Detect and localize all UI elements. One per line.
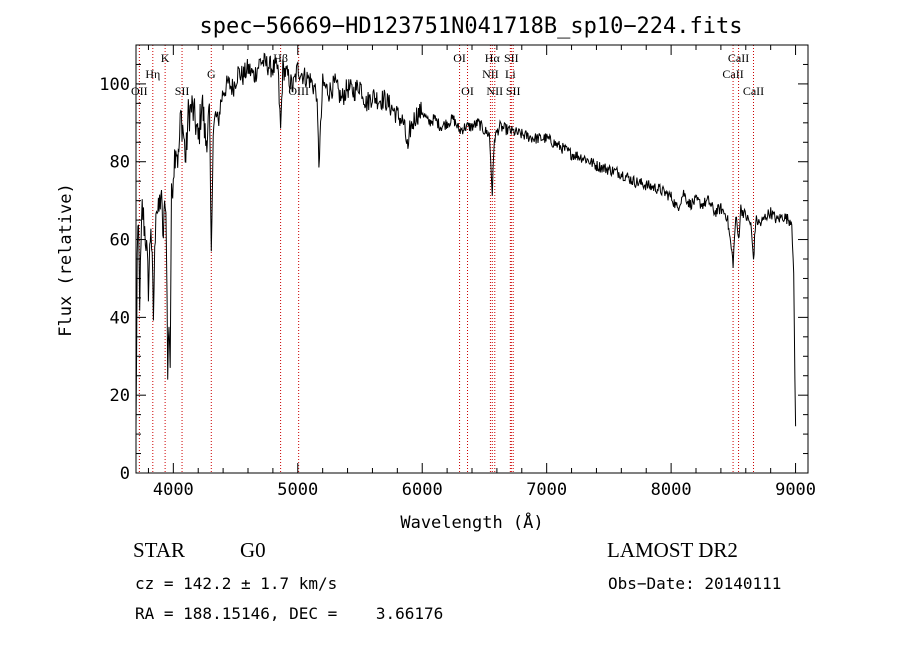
- line-marker-labels: OIIHηKSIIGHβOIIIOIOIHαNIINIISIILiSIICaII…: [131, 51, 764, 98]
- line-marker-label: NII: [486, 84, 503, 98]
- line-marker-label: Li: [505, 67, 516, 81]
- observation-date: Obs−Date: 20140111: [608, 574, 782, 593]
- line-markers: [138, 45, 754, 473]
- line-marker-label: Hη: [145, 67, 160, 81]
- line-marker-label: NII: [482, 67, 499, 81]
- line-marker-label: Hα: [485, 51, 501, 65]
- y-tick-label: 80: [110, 153, 130, 173]
- x-tick-label: 5000: [277, 480, 318, 500]
- line-marker-label: CaII: [743, 84, 764, 98]
- line-marker-label: K: [161, 51, 170, 65]
- line-marker-label: OI: [461, 84, 474, 98]
- y-tick-label: 20: [110, 386, 130, 406]
- object-class: STAR: [133, 538, 185, 562]
- survey-name: LAMOST DR2: [607, 538, 738, 562]
- y-tick-label: 60: [110, 231, 130, 251]
- line-marker-label: G: [207, 67, 216, 81]
- line-marker-label: OI: [453, 51, 466, 65]
- y-axis-label: Flux (relative): [56, 183, 76, 337]
- redshift-cz: cz = 142.2 ± 1.7 km/s: [135, 574, 338, 593]
- x-tick-label: 7000: [526, 480, 567, 500]
- x-axis-label: Wavelength (Å): [400, 511, 543, 533]
- line-marker-label: SII: [506, 84, 521, 98]
- line-marker-label: OII: [131, 84, 148, 98]
- ra-dec: RA = 188.15146, DEC = 3.66176: [135, 604, 444, 623]
- spectrum-line: [135, 52, 797, 429]
- line-marker-label: SII: [504, 51, 519, 65]
- y-tick-label: 40: [110, 308, 130, 328]
- plot-frame: [135, 44, 809, 474]
- line-marker-label: OIII: [288, 84, 309, 98]
- x-tick-label: 4000: [153, 480, 194, 500]
- y-tick-label: 0: [120, 464, 130, 484]
- x-tick-label: 9000: [775, 480, 816, 500]
- chart-title: spec−56669−HD123751N041718B_sp10−224.fit…: [199, 14, 742, 39]
- spectrum-series: [135, 52, 797, 429]
- y-tick-label: 100: [99, 75, 130, 95]
- line-marker-label: CaII: [722, 67, 743, 81]
- x-tick-label: 8000: [651, 480, 692, 500]
- line-marker-label: SII: [175, 84, 190, 98]
- axis-ticks: 4000 5000 6000 7000 8000 9000 0 20 40 60 80 100: [99, 45, 816, 500]
- line-marker-label: CaII: [728, 51, 749, 65]
- x-tick-label: 6000: [402, 480, 443, 500]
- object-subclass: G0: [240, 538, 266, 562]
